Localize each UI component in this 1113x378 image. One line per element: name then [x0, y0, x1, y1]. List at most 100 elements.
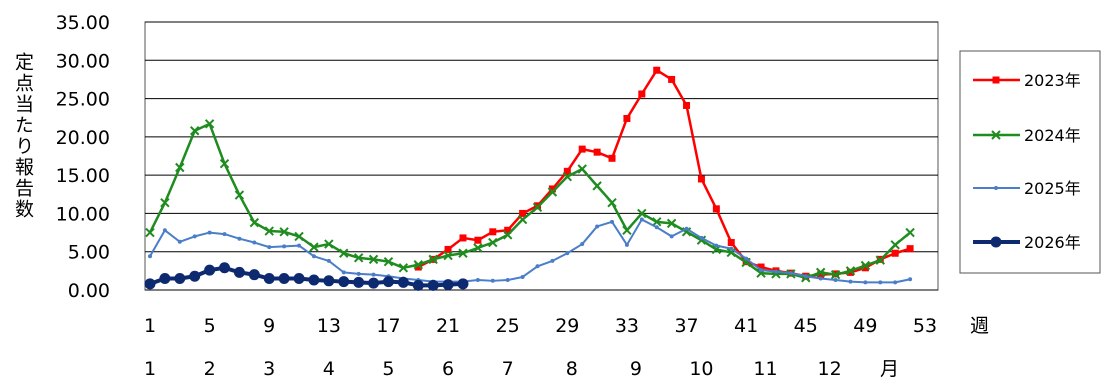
data-point: [278, 273, 290, 285]
data-point: [323, 275, 335, 287]
data-point: [473, 243, 483, 253]
data-point: [890, 240, 900, 250]
data-point: [474, 236, 482, 244]
y-tick-labels: 0.00 5.00 10.00 15.00 20.00 25.00 30.00 35.00: [56, 12, 110, 302]
data-point: [861, 264, 869, 272]
data-point: [815, 267, 826, 278]
data-point: [875, 255, 885, 265]
data-point: [744, 256, 749, 261]
y-tick-label: 20.00: [56, 127, 110, 149]
data-point: [190, 126, 200, 136]
legend-marker: [990, 236, 1002, 248]
data-point: [159, 273, 171, 285]
data-point: [712, 205, 720, 213]
data-point: [324, 239, 334, 249]
data-point: [488, 237, 498, 248]
legend-marker: [991, 130, 1001, 140]
data-point: [548, 185, 556, 193]
data-point: [162, 228, 167, 233]
data-point: [338, 276, 350, 288]
data-point: [714, 243, 719, 248]
month-label: 6: [442, 358, 454, 378]
legend-items: 2023年 2024年 2025年 2026年: [973, 71, 1081, 252]
data-point: [353, 253, 364, 263]
series-line: [149, 265, 464, 288]
data-point: [699, 235, 704, 240]
legend-marker: [994, 186, 998, 190]
x-tick-label: 1: [144, 315, 156, 337]
data-point: [412, 279, 424, 291]
data-point: [490, 278, 495, 283]
data-point: [160, 198, 170, 208]
data-point: [638, 90, 646, 98]
data-point: [727, 239, 735, 247]
data-point: [504, 226, 512, 234]
month-label: 4: [323, 358, 335, 378]
x-tick-label: 45: [794, 315, 818, 337]
data-point: [457, 278, 469, 290]
data-point: [757, 263, 765, 271]
data-point: [652, 217, 662, 227]
x-tick-label: 37: [674, 315, 698, 337]
data-point: [563, 167, 571, 175]
data-point: [189, 270, 201, 282]
month-label: 10: [689, 358, 713, 378]
data-point: [595, 224, 600, 229]
data-point: [520, 274, 525, 279]
data-point: [846, 268, 854, 276]
data-point: [175, 162, 185, 173]
y-tick-label: 15.00: [56, 165, 110, 187]
data-point: [669, 234, 674, 239]
data-point: [297, 243, 302, 248]
data-point: [204, 264, 216, 276]
x-tick-label: 21: [436, 315, 460, 337]
series-2025年: [148, 217, 913, 285]
data-point: [906, 245, 914, 253]
legend-label: 2023年: [1024, 71, 1081, 90]
data-point: [519, 209, 527, 217]
data-point: [696, 235, 707, 245]
data-point: [264, 226, 274, 236]
month-label: 1: [144, 358, 156, 378]
data-point: [803, 274, 808, 279]
y-tick-label: 35.00: [56, 12, 110, 34]
data-point: [368, 277, 380, 289]
data-point: [624, 242, 629, 247]
data-point: [577, 164, 587, 174]
legend-marker: [992, 76, 1000, 84]
data-point: [382, 276, 394, 288]
y-axis-label: 定点当たり報告数: [12, 52, 34, 220]
data-point: [830, 269, 841, 280]
x-tick-labels: 1 5 9 13 17 21 25 29 33 37 41 45 49 53: [144, 315, 937, 337]
data-point: [219, 158, 230, 169]
data-point: [653, 66, 661, 74]
data-point: [908, 277, 913, 282]
data-point: [593, 148, 601, 156]
data-point: [773, 269, 778, 274]
data-point: [414, 263, 422, 271]
x-tick-label: 41: [734, 315, 758, 337]
data-point: [308, 274, 320, 286]
x-tick-label: 17: [376, 315, 400, 337]
data-point: [863, 280, 868, 285]
data-point: [860, 260, 871, 271]
data-point: [607, 198, 617, 208]
data-point: [639, 217, 644, 222]
x-tick-label: 29: [555, 315, 579, 337]
data-point: [249, 217, 260, 228]
series-layer: [144, 66, 915, 291]
month-axis-label: 月: [880, 358, 899, 378]
data-point: [356, 271, 361, 276]
data-point: [145, 227, 155, 238]
data-point: [475, 278, 480, 283]
legend-box: [959, 50, 1101, 274]
data-point: [413, 260, 423, 270]
data-point: [207, 230, 212, 235]
data-point: [326, 258, 331, 263]
series-line: [148, 122, 911, 279]
data-point: [535, 264, 540, 269]
data-point: [759, 268, 764, 273]
data-point: [234, 190, 245, 200]
data-point: [248, 269, 260, 281]
data-point: [353, 276, 365, 288]
